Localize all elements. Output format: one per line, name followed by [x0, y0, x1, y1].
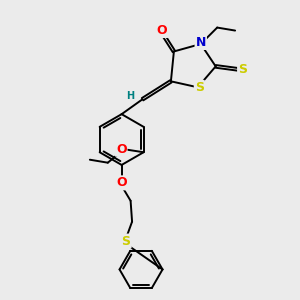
Text: O: O: [116, 176, 127, 189]
Text: S: S: [238, 63, 247, 76]
Text: O: O: [157, 24, 167, 37]
Text: N: N: [196, 36, 206, 49]
Text: H: H: [127, 91, 135, 101]
Text: S: S: [195, 81, 204, 94]
Text: S: S: [122, 235, 130, 248]
Text: O: O: [116, 143, 127, 156]
